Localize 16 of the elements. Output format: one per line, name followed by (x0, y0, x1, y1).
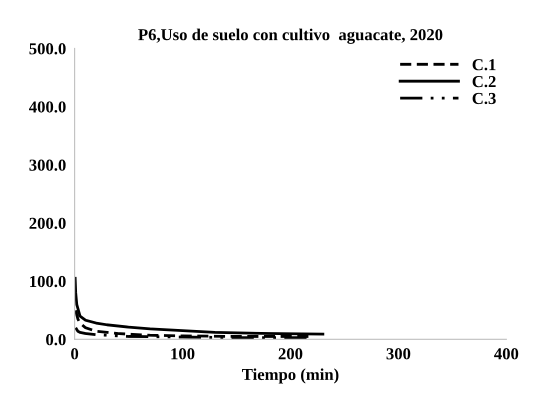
y-tick-label: 300.0 (29, 160, 66, 171)
x-tick-label: 0 (71, 348, 78, 360)
y-tick-label: 500.0 (29, 43, 66, 54)
chart-title: P6,Uso de suelo con cultivo aguacate, 2020 (138, 28, 442, 44)
y-tick-label: 0.0 (46, 334, 66, 346)
y-tick-label: 100.0 (30, 276, 66, 288)
y-tick-label: 200.0 (29, 218, 66, 230)
legend-label: C.2 (472, 76, 496, 88)
legend-label: C.1 (472, 59, 496, 70)
legend-label: C.3 (472, 92, 496, 104)
x-tick-label: 400 (494, 348, 518, 360)
x-tick-label: 200 (278, 348, 302, 360)
x-axis-title: Tiempo (min) (242, 368, 338, 384)
y-tick-label: 400.0 (29, 101, 66, 113)
x-tick-label: 100 (171, 348, 194, 360)
x-tick-label: 300 (386, 348, 410, 360)
